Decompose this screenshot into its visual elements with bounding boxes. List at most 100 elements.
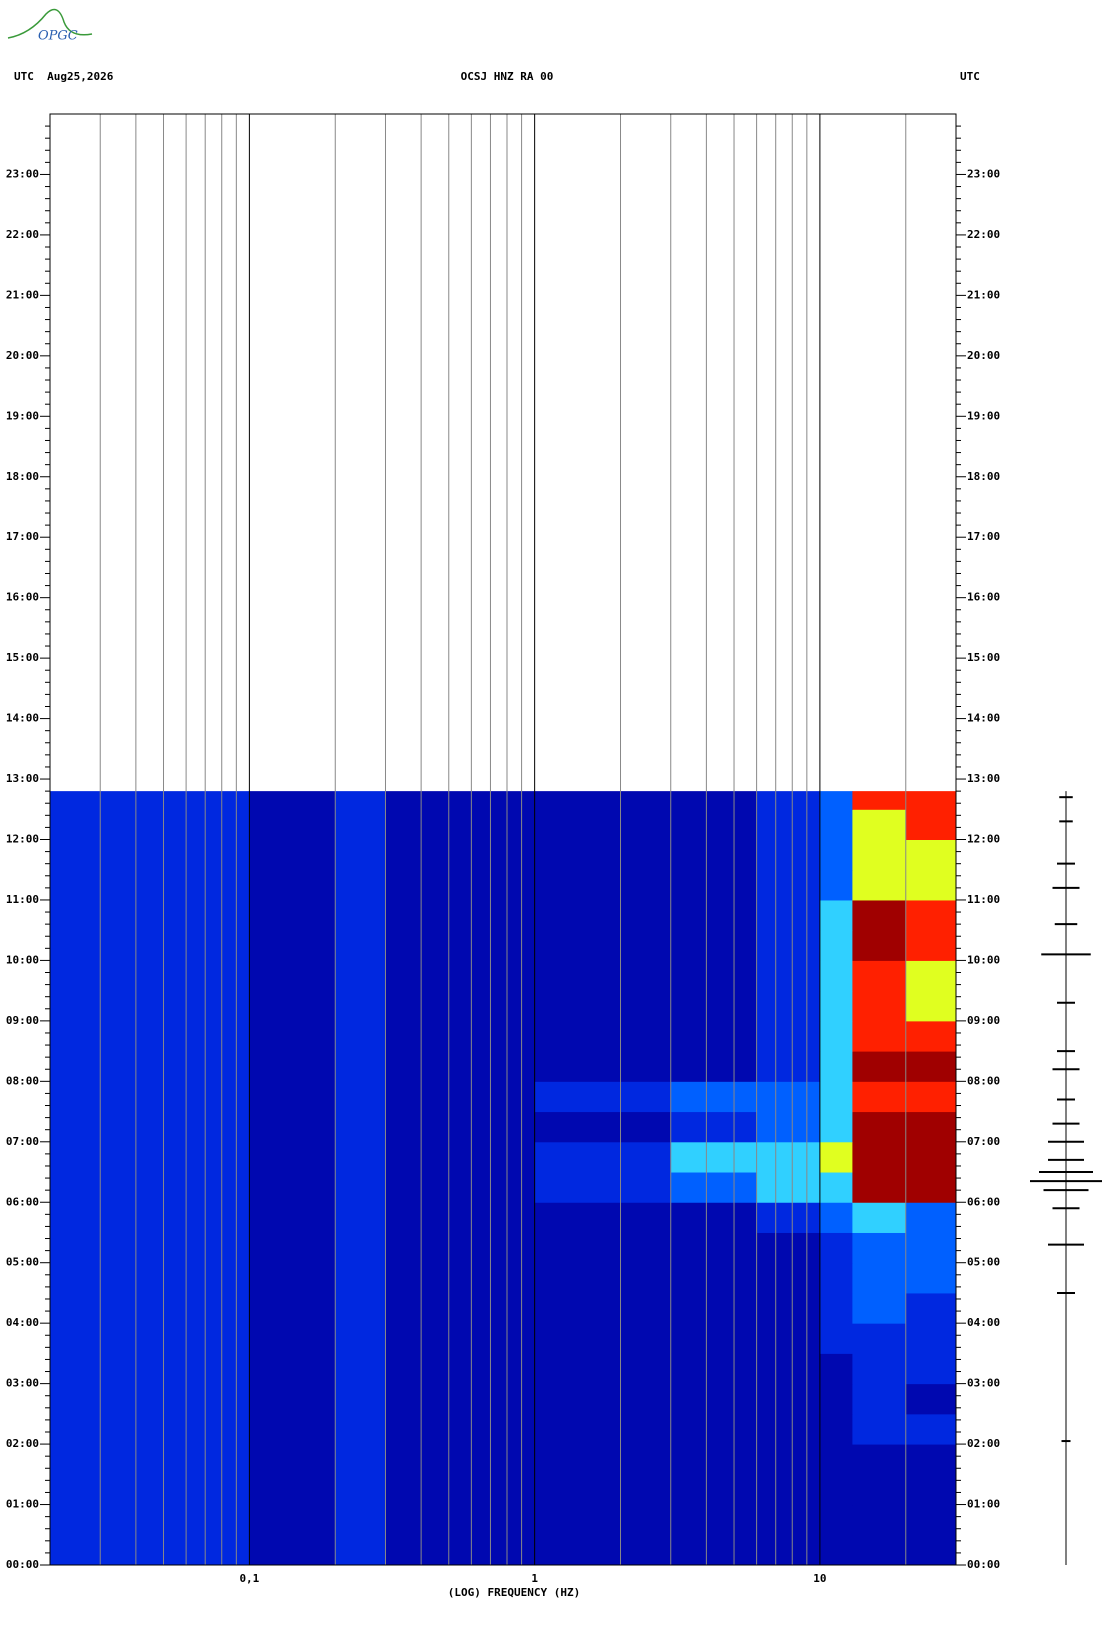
heat-cell bbox=[249, 1444, 336, 1475]
heat-cell bbox=[819, 1262, 853, 1294]
heat-cell bbox=[534, 1383, 672, 1415]
heat-cell bbox=[905, 1444, 957, 1475]
y-tick-label: 19:00 bbox=[967, 409, 1000, 422]
heat-cell bbox=[385, 1504, 536, 1536]
heat-cell bbox=[249, 1051, 336, 1082]
heat-cell bbox=[50, 1020, 250, 1052]
heat-cell bbox=[385, 839, 536, 871]
heat-cell bbox=[670, 930, 758, 961]
heat-cell bbox=[905, 839, 957, 871]
y-tick-label: 22:00 bbox=[967, 228, 1000, 241]
heat-cell bbox=[852, 1474, 907, 1506]
heat-cell bbox=[385, 990, 536, 1022]
heat-cell bbox=[670, 1262, 758, 1294]
heat-cell bbox=[905, 990, 957, 1022]
heat-cell bbox=[852, 791, 907, 810]
heat-cell bbox=[905, 1020, 957, 1052]
heat-cell bbox=[249, 1353, 336, 1385]
heat-cell bbox=[756, 899, 821, 931]
heat-cell bbox=[385, 1081, 536, 1113]
heat-cell bbox=[756, 1111, 821, 1143]
heat-cell bbox=[50, 791, 250, 810]
heat-cell bbox=[385, 1413, 536, 1445]
heat-cell bbox=[50, 1474, 250, 1506]
heat-cell bbox=[852, 1383, 907, 1415]
heat-cell bbox=[670, 1413, 758, 1445]
heat-cell bbox=[335, 1292, 386, 1324]
heat-cell bbox=[249, 1383, 336, 1415]
heat-cell bbox=[534, 809, 672, 840]
heat-cell bbox=[756, 1172, 821, 1203]
heat-cell bbox=[50, 809, 250, 840]
y-tick-label: 02:00 bbox=[967, 1437, 1000, 1450]
x-tick-label: 1 bbox=[531, 1572, 538, 1585]
heat-cell bbox=[50, 1323, 250, 1354]
y-tick-label: 20:00 bbox=[6, 349, 39, 362]
heat-cell bbox=[819, 1323, 853, 1354]
heat-cell bbox=[335, 1534, 386, 1566]
heat-cell bbox=[819, 791, 853, 810]
heat-cell bbox=[249, 1534, 336, 1566]
heat-cell bbox=[50, 960, 250, 992]
heat-cell bbox=[534, 869, 672, 901]
heat-cell bbox=[756, 1051, 821, 1082]
heat-cell bbox=[335, 899, 386, 931]
heat-cell bbox=[905, 791, 957, 810]
heat-cell bbox=[819, 1202, 853, 1233]
y-tick-label: 05:00 bbox=[6, 1256, 39, 1269]
logo: OPGC bbox=[38, 29, 78, 44]
heat-cell bbox=[534, 1534, 672, 1566]
x-axis-label: (LOG) FREQUENCY (HZ) bbox=[448, 1586, 580, 1599]
heat-cell bbox=[534, 1232, 672, 1264]
heat-cell bbox=[50, 1111, 250, 1143]
heat-cell bbox=[335, 809, 386, 840]
heat-cell bbox=[819, 960, 853, 992]
heat-cell bbox=[249, 990, 336, 1022]
heat-cell bbox=[852, 1081, 907, 1113]
heat-cell bbox=[385, 1172, 536, 1203]
heat-cell bbox=[819, 1474, 853, 1506]
heat-cell bbox=[819, 1111, 853, 1143]
heat-cell bbox=[335, 960, 386, 992]
heat-cell bbox=[385, 1383, 536, 1415]
heat-cell bbox=[249, 930, 336, 961]
heat-cell bbox=[50, 1172, 250, 1203]
heat-cell bbox=[819, 1020, 853, 1052]
y-tick-label: 10:00 bbox=[967, 953, 1000, 966]
heat-cell bbox=[335, 791, 386, 810]
heat-cell bbox=[335, 1111, 386, 1143]
heat-cell bbox=[670, 1504, 758, 1536]
heat-cell bbox=[385, 1051, 536, 1082]
heat-cell bbox=[670, 1232, 758, 1264]
chart-title: OCSJ HNZ RA 00 bbox=[461, 70, 554, 83]
y-tick-label: 23:00 bbox=[967, 167, 1000, 180]
heat-cell bbox=[249, 869, 336, 901]
y-tick-label: 06:00 bbox=[6, 1195, 39, 1208]
heat-cell bbox=[905, 960, 957, 992]
heat-cell bbox=[385, 930, 536, 961]
heat-cell bbox=[249, 1474, 336, 1506]
heat-cell bbox=[819, 899, 853, 931]
heat-cell bbox=[905, 899, 957, 931]
header-right: UTC bbox=[960, 70, 980, 83]
heat-cell bbox=[756, 1081, 821, 1113]
heat-cell bbox=[335, 1172, 386, 1203]
y-tick-label: 01:00 bbox=[6, 1498, 39, 1511]
heat-cell bbox=[852, 899, 907, 931]
heat-cell bbox=[534, 1051, 672, 1082]
heat-cell bbox=[852, 1534, 907, 1566]
y-tick-label: 11:00 bbox=[6, 893, 39, 906]
heat-cell bbox=[852, 1232, 907, 1264]
y-tick-label: 16:00 bbox=[967, 591, 1000, 604]
heat-cell bbox=[670, 1323, 758, 1354]
y-tick-label: 17:00 bbox=[6, 530, 39, 543]
heat-cell bbox=[756, 1444, 821, 1475]
heat-cell bbox=[50, 1262, 250, 1294]
heat-cell bbox=[819, 1081, 853, 1113]
heat-cell bbox=[385, 1474, 536, 1506]
heat-cell bbox=[534, 1262, 672, 1294]
heat-cell bbox=[905, 1202, 957, 1233]
y-tick-label: 03:00 bbox=[967, 1377, 1000, 1390]
heat-cell bbox=[385, 1262, 536, 1294]
heat-cell bbox=[852, 1172, 907, 1203]
